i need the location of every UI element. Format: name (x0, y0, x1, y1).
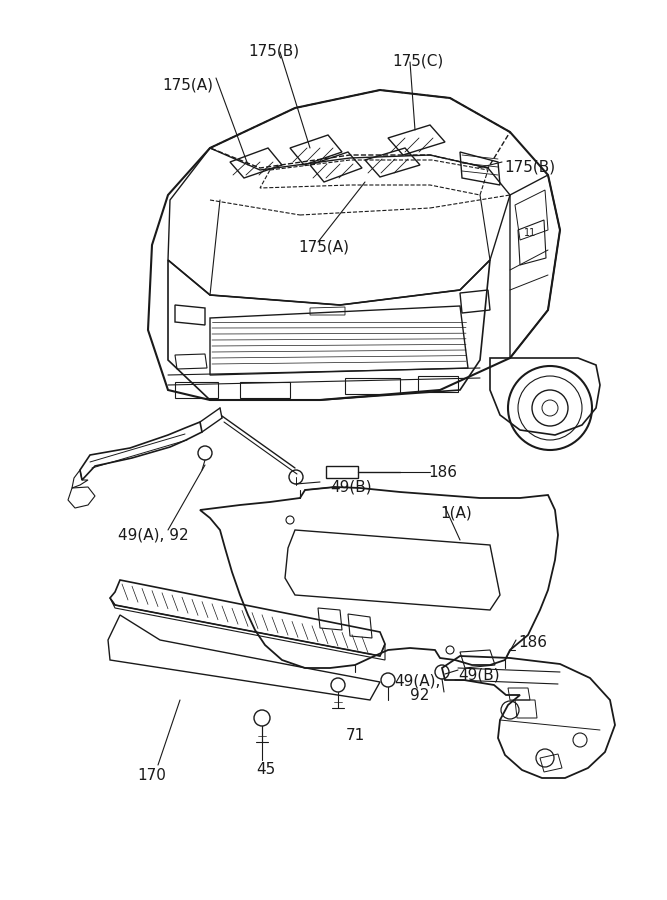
Text: 175(A): 175(A) (162, 78, 213, 93)
Text: 49(B): 49(B) (330, 480, 372, 495)
Text: 186: 186 (518, 635, 547, 650)
Text: 186: 186 (428, 465, 457, 480)
Text: 11: 11 (524, 228, 536, 238)
Text: 170: 170 (137, 768, 166, 783)
Text: 49(A), 92: 49(A), 92 (118, 527, 189, 542)
Text: 175(A): 175(A) (298, 240, 349, 255)
Text: 175(C): 175(C) (392, 54, 444, 69)
Text: 175(B): 175(B) (248, 44, 299, 59)
Text: 49(B): 49(B) (458, 667, 500, 682)
Text: 45: 45 (256, 762, 275, 777)
Text: 175(B): 175(B) (504, 160, 555, 175)
Text: 49(A),: 49(A), (394, 674, 440, 689)
Text: 71: 71 (346, 728, 366, 743)
Text: 1(A): 1(A) (440, 505, 472, 520)
Text: 92: 92 (410, 688, 430, 703)
